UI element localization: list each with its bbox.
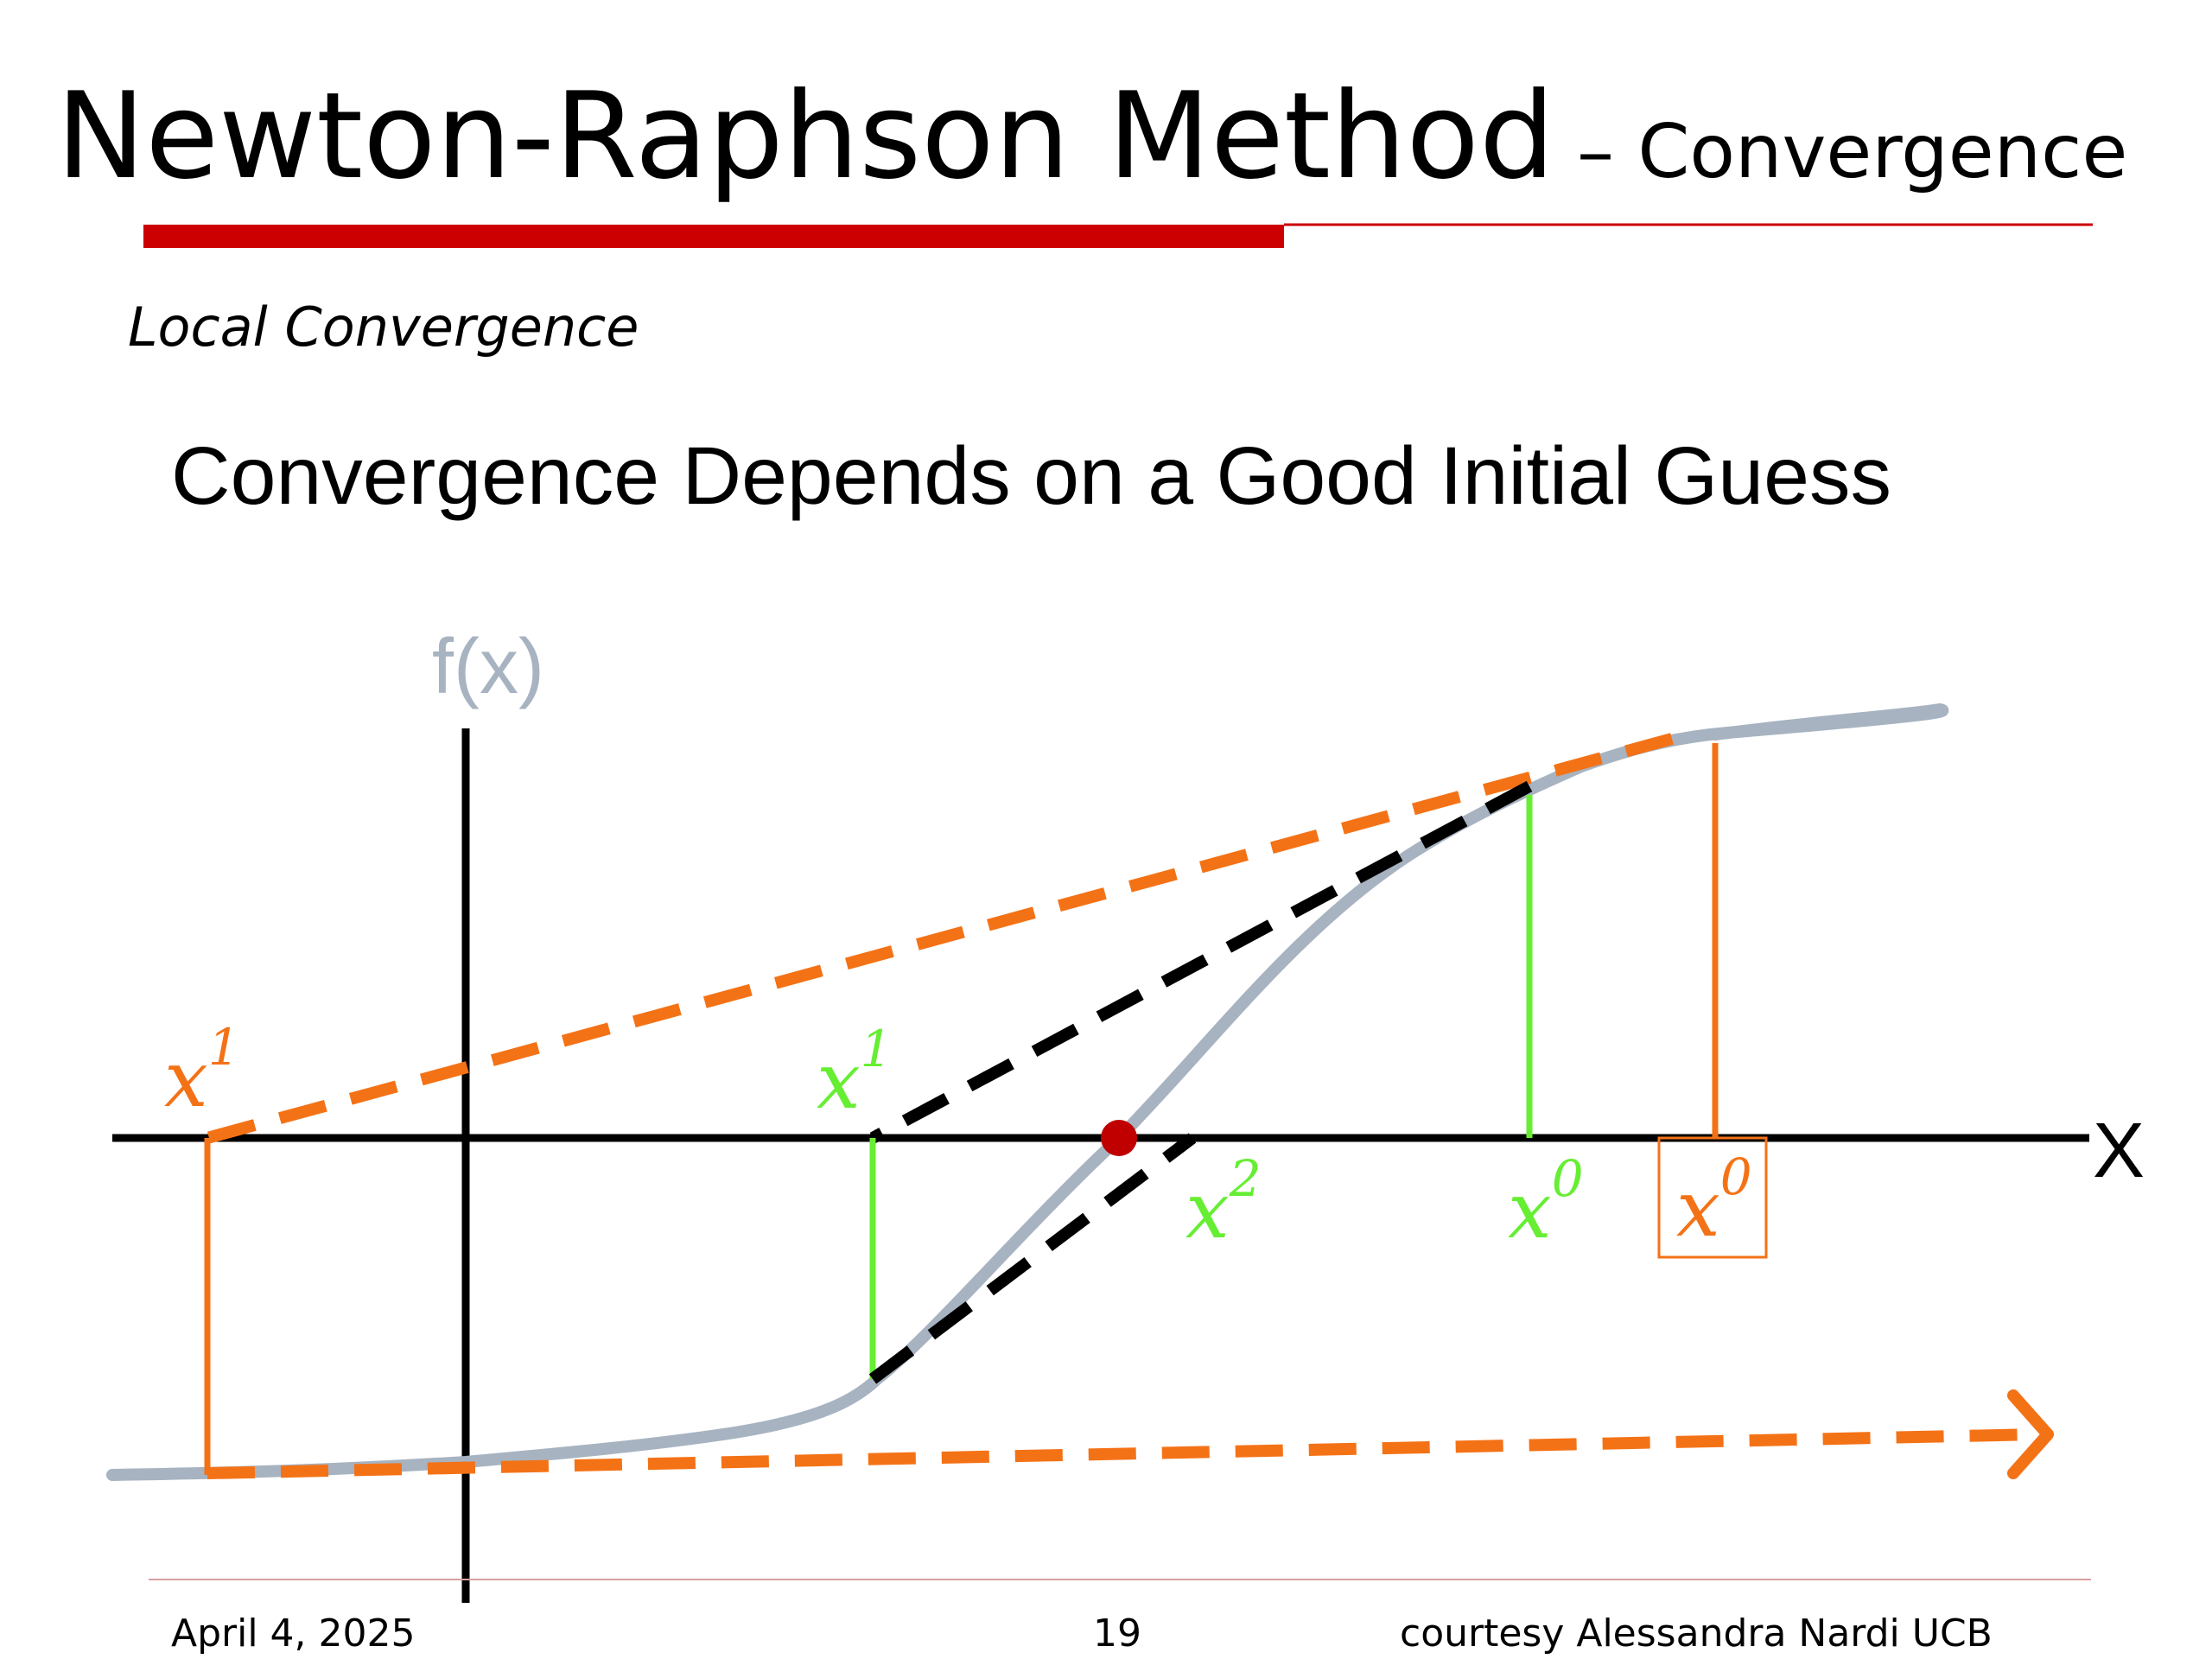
footer-date: April 4, 2025 — [171, 1611, 416, 1656]
good-start-label: x0 — [1508, 1149, 1584, 1256]
bad-start-label: x0 — [1676, 1147, 1752, 1255]
good-guess-tangent-1 — [869, 780, 1533, 1144]
y-axis-label: f(x) — [432, 624, 544, 710]
title-bar-thick — [143, 225, 1284, 248]
slide-title: Newton-Raphson Method — [56, 67, 1555, 206]
bad-guess-tangent-1 — [206, 733, 1674, 1144]
good-next-label: x1 — [817, 1020, 893, 1127]
bad-next-label: x1 — [164, 1018, 240, 1125]
newton-diagram: f(x) X x0 x1 x0 x1 x2 — [106, 624, 2145, 1603]
good-third-label: x2 — [1185, 1149, 1262, 1256]
root-point — [1101, 1120, 1137, 1156]
slide-heading: Convergence Depends on a Good Initial Gu… — [171, 430, 1891, 522]
function-curve-tail — [1709, 703, 1946, 741]
bad-guess-tangent-2 — [207, 1428, 2040, 1479]
good-guess-tangent-2 — [868, 1133, 1197, 1384]
divergence-arrowhead — [2007, 1389, 2054, 1479]
footer-page-number: 19 — [1093, 1611, 1141, 1656]
slide-subtitle: – Convergence — [1577, 109, 2127, 195]
x-axis-label: X — [2093, 1108, 2145, 1194]
section-label: Local Convergence — [128, 296, 639, 359]
bad-start-label-box — [1657, 1136, 1768, 1259]
footer-credit: courtesy Alessandra Nardi UCB — [1400, 1611, 1993, 1656]
